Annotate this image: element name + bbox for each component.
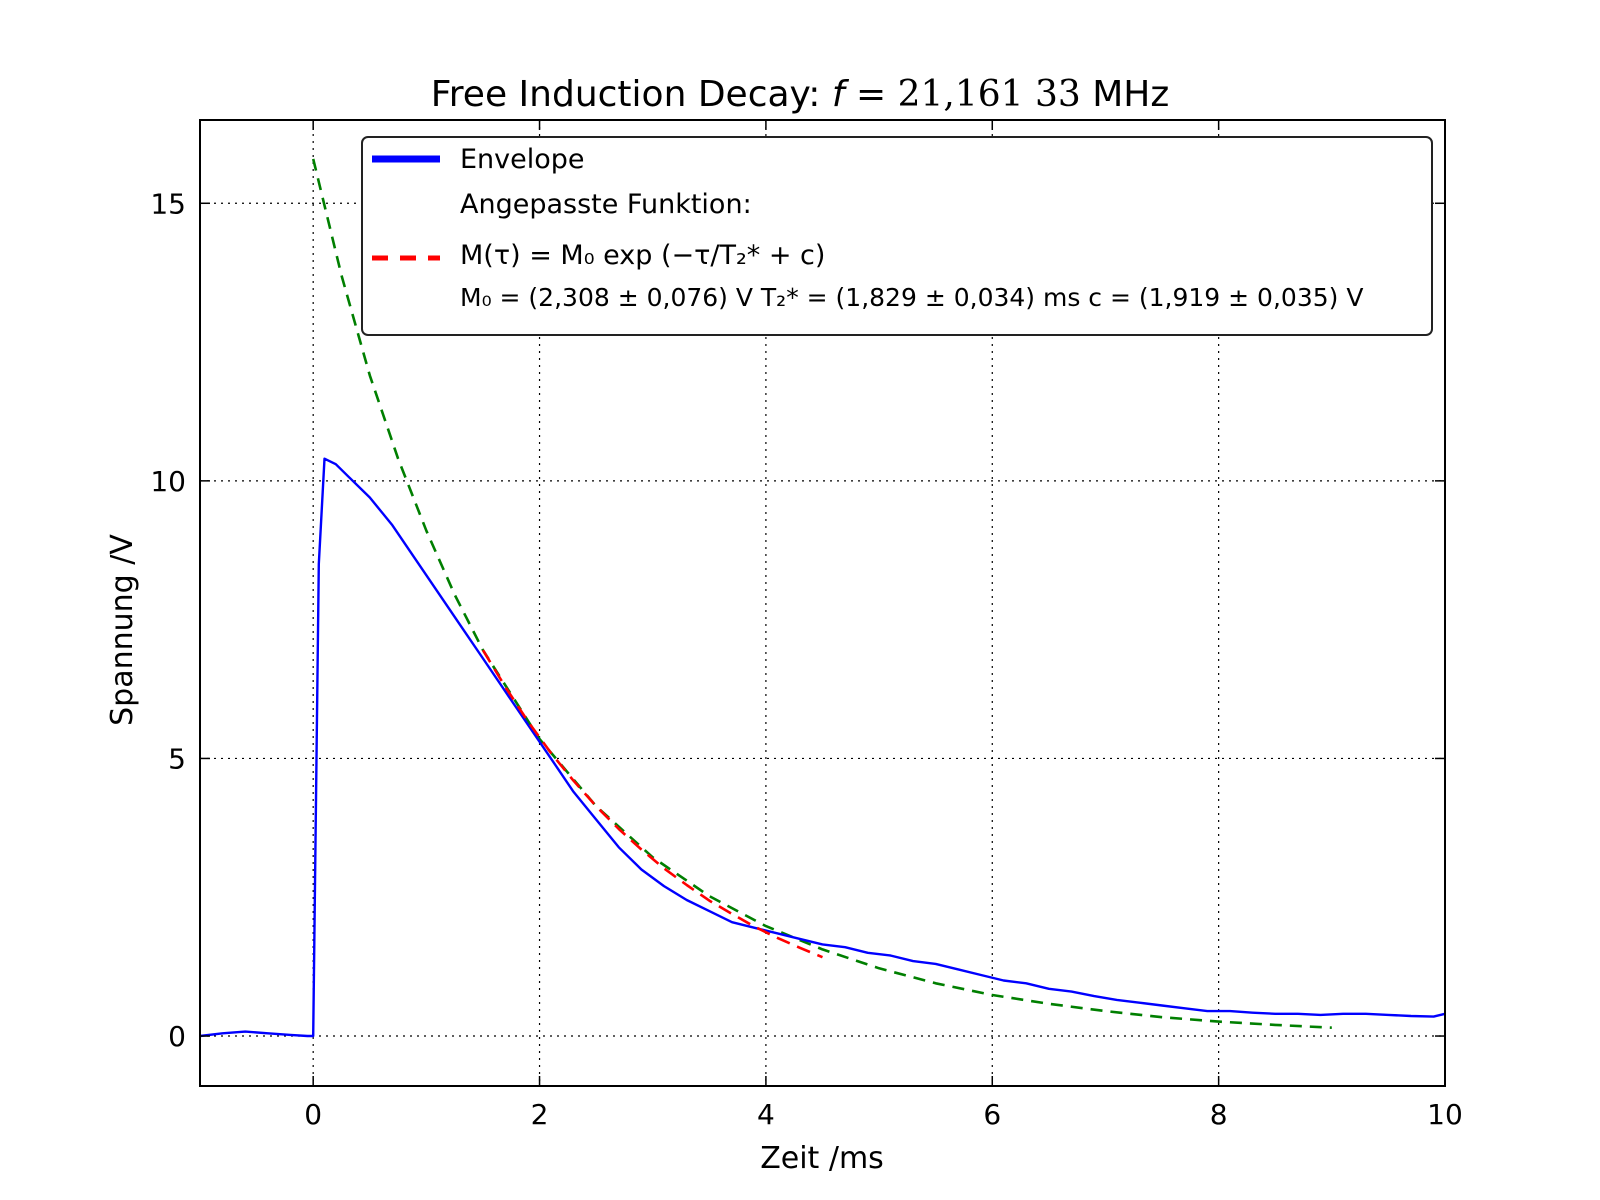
chart-title: Free Induction Decay: f = 21,161 33 MHz xyxy=(431,74,1170,115)
y-axis-label: Spannung /V xyxy=(105,534,140,726)
title-prefix: Free Induction Decay: xyxy=(431,74,832,115)
x-tick-label: 6 xyxy=(983,1098,1001,1131)
x-axis-label: Zeit /ms xyxy=(760,1141,884,1176)
plot-frame xyxy=(199,119,1446,1087)
title-frequency: 21,161 33 xyxy=(898,74,1081,115)
x-tick-label: 0 xyxy=(304,1098,322,1131)
envelope-line xyxy=(199,457,1446,1038)
legend-fit-formula: M(τ) = M₀ exp (−τ/T₂* + c) xyxy=(460,240,825,271)
legend-box xyxy=(361,136,1433,336)
exp-curve-line xyxy=(311,158,1332,1029)
fit-line xyxy=(481,649,823,959)
legend-envelope-label: Envelope xyxy=(460,144,585,175)
legend-fit-params: M₀ = (2,308 ± 0,076) V T₂* = (1,829 ± 0,… xyxy=(460,283,1363,312)
x-tick-label: 8 xyxy=(1210,1098,1228,1131)
title-unit: MHz xyxy=(1081,74,1169,115)
y-tick-label: 15 xyxy=(150,187,186,220)
title-equals: = xyxy=(845,74,898,115)
x-tick-label: 4 xyxy=(757,1098,775,1131)
legend: Envelope Angepasste Funktion: M(τ) = M₀ … xyxy=(361,136,1433,336)
x-tick-label: 10 xyxy=(1427,1098,1463,1131)
y-tick-label: 0 xyxy=(168,1020,186,1053)
y-tick-label: 10 xyxy=(150,465,186,498)
x-tick-label: 2 xyxy=(531,1098,549,1131)
tick-labels: 0 2 4 6 8 10 0 5 10 15 xyxy=(150,187,1462,1131)
legend-fit-title: Angepasste Funktion: xyxy=(460,189,752,220)
y-tick-label: 5 xyxy=(168,742,186,775)
series-layer xyxy=(199,158,1446,1038)
